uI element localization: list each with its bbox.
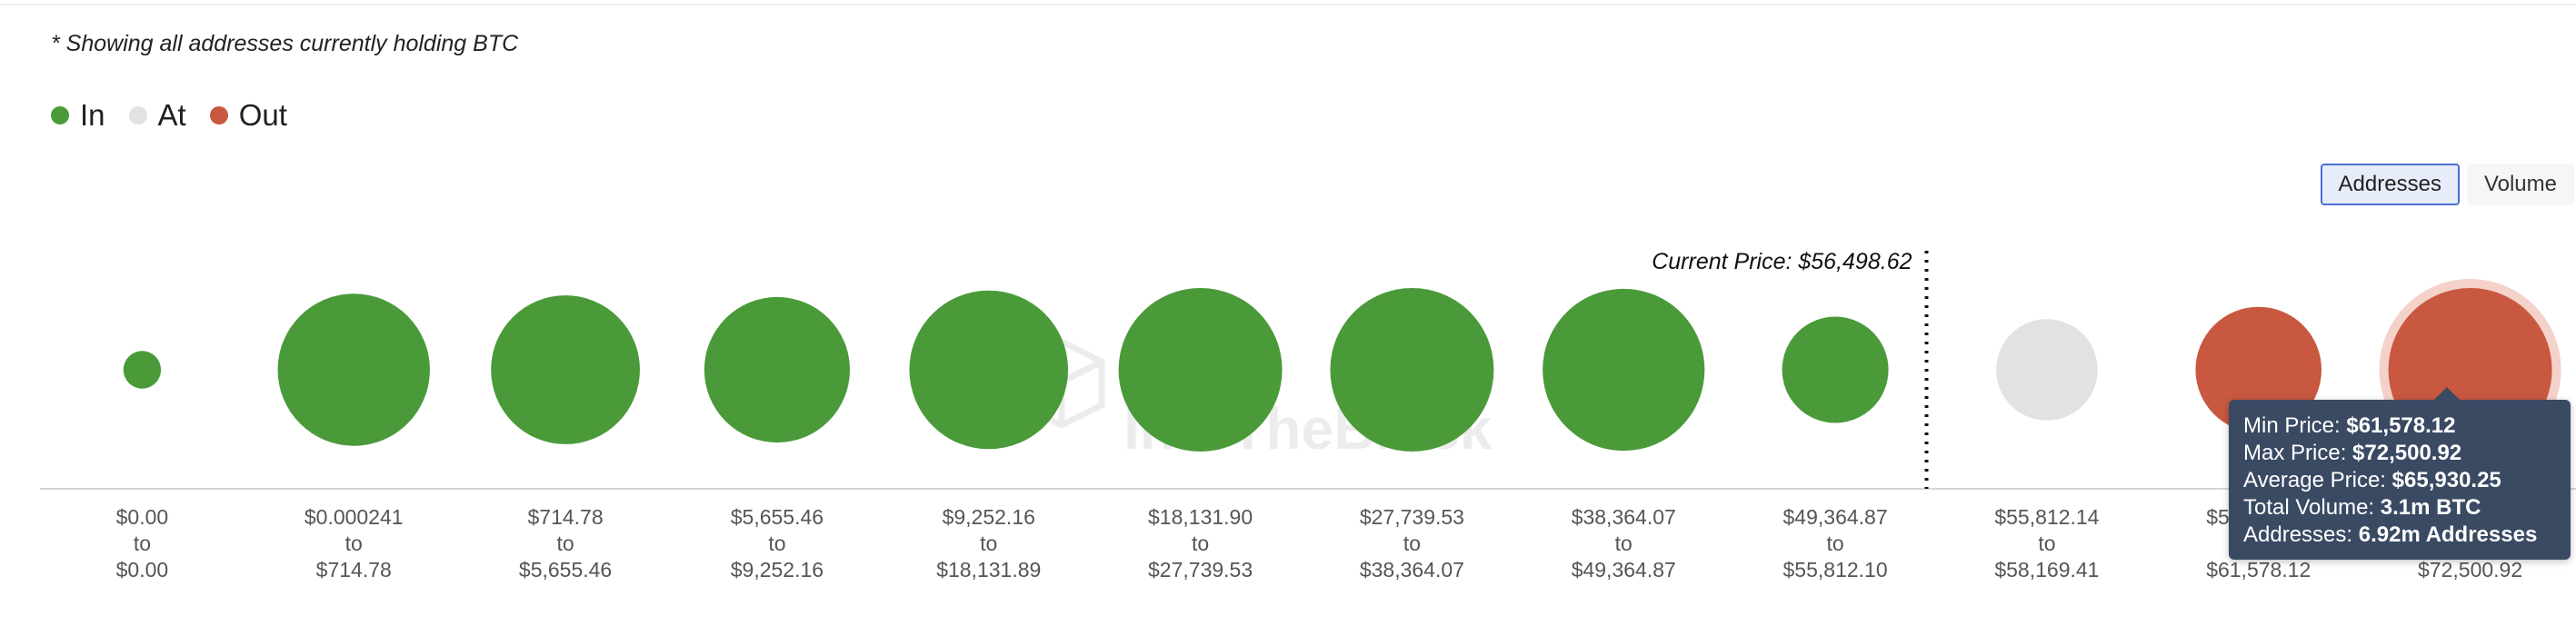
- x-label-from: $714.78: [528, 505, 604, 529]
- x-label-to: $9,252.16: [731, 558, 824, 581]
- tooltip-addresses: Addresses: 6.92m Addresses: [2243, 522, 2538, 547]
- bubble-2[interactable]: [277, 293, 430, 446]
- metric-toggle: Addresses Volume: [2320, 164, 2574, 205]
- current-price-marker: Current Price: $56,498.62: [1652, 249, 1929, 489]
- x-label-to: $27,739.53: [1148, 558, 1253, 581]
- x-label-to-word: to: [1403, 532, 1421, 555]
- legend-item-at[interactable]: At: [128, 98, 186, 133]
- x-label-to: $18,131.89: [936, 558, 1041, 581]
- tooltip-total-volume: Total Volume: 3.1m BTC: [2243, 495, 2481, 520]
- x-label-to: $38,364.07: [1360, 558, 1464, 581]
- x-label-to-word: to: [345, 532, 363, 555]
- x-label-to-word: to: [2038, 532, 2055, 555]
- bubble-6[interactable]: [1118, 288, 1283, 452]
- bubble-8[interactable]: [1543, 288, 1705, 452]
- addresses-button[interactable]: Addresses: [2320, 164, 2460, 205]
- chart-note: * Showing all addresses currently holdin…: [51, 31, 519, 56]
- legend-label-in: In: [80, 98, 105, 132]
- tooltip-average-price: Average Price: $65,930.25: [2243, 468, 2501, 492]
- x-label-to: $55,812.10: [1783, 558, 1888, 581]
- volume-button[interactable]: Volume: [2466, 164, 2574, 205]
- x-axis-labels: $0.00 to $0.00 $0.000241 to $714.78 $714.78 to $…: [116, 505, 2523, 581]
- x-label-to-word: to: [768, 532, 785, 555]
- x-label-from: $9,252.16: [943, 505, 1035, 529]
- x-label-to-word: to: [980, 532, 997, 555]
- x-label-to: $72,500.92: [2418, 558, 2522, 581]
- x-label-from: $0.00: [116, 505, 169, 529]
- x-label-to: $58,169.41: [1994, 558, 2099, 581]
- legend: In At Out: [51, 98, 287, 133]
- x-label-to-word: to: [1615, 532, 1632, 555]
- legend-item-in[interactable]: In: [51, 98, 105, 133]
- bubble-9[interactable]: [1782, 316, 1889, 423]
- x-label-to: $714.78: [316, 558, 392, 581]
- x-label-to-word: to: [134, 532, 151, 555]
- legend-dot-at: [128, 106, 147, 124]
- current-price-label: Current Price: $56,498.62: [1652, 249, 1912, 274]
- bubble-4[interactable]: [704, 296, 851, 443]
- x-label-to-word: to: [1192, 532, 1209, 555]
- x-label-to: $61,578.12: [2206, 558, 2311, 581]
- x-label-to-word: to: [556, 532, 574, 555]
- x-label-to: $0.00: [116, 558, 169, 581]
- bubble-tooltip: Min Price: $61,578.12 Max Price: $72,500…: [2229, 387, 2571, 560]
- bubble-5[interactable]: [909, 290, 1069, 450]
- x-label-to: $5,655.46: [519, 558, 612, 581]
- x-label-from: $0.000241: [305, 505, 404, 529]
- legend-label-at: At: [157, 98, 186, 132]
- x-label-to-word: to: [1826, 532, 1843, 555]
- x-label-from: $49,364.87: [1783, 505, 1888, 529]
- bubble-1[interactable]: [123, 351, 162, 389]
- top-divider: [0, 4, 2576, 5]
- x-label-from: $5,655.46: [731, 505, 824, 529]
- legend-item-out[interactable]: Out: [209, 98, 287, 133]
- x-label-from: $18,131.90: [1148, 505, 1253, 529]
- tooltip-max-price: Max Price: $72,500.92: [2243, 441, 2462, 465]
- x-label-from: $27,739.53: [1360, 505, 1464, 529]
- legend-dot-in: [51, 106, 69, 124]
- bubble-10[interactable]: [1996, 319, 2098, 421]
- x-label-from: $55,812.14: [1994, 505, 2099, 529]
- bubble-7[interactable]: [1330, 288, 1494, 452]
- bubble-3[interactable]: [491, 295, 640, 444]
- legend-label-out: Out: [238, 98, 287, 132]
- tooltip-min-price: Min Price: $61,578.12: [2243, 413, 2456, 438]
- x-label-from: $38,364.07: [1572, 505, 1676, 529]
- x-label-to: $49,364.87: [1572, 558, 1676, 581]
- legend-dot-out: [209, 106, 228, 124]
